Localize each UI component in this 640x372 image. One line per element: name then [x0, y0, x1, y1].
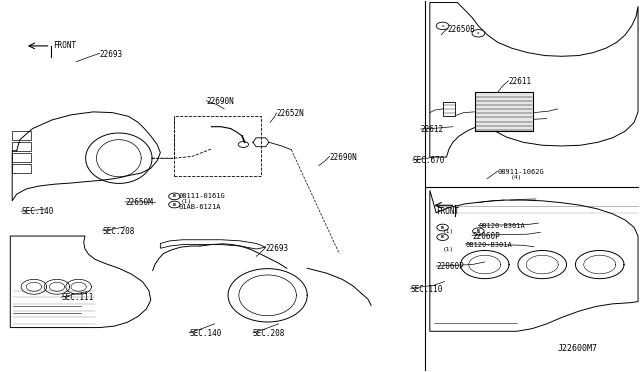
Text: FRONT: FRONT: [53, 41, 76, 51]
Bar: [174, 116, 260, 176]
Text: 08120-B301A: 08120-B301A: [478, 223, 525, 229]
Text: B: B: [441, 235, 444, 239]
Text: 22652N: 22652N: [276, 109, 305, 118]
Text: 08111-0161G: 08111-0161G: [178, 193, 225, 199]
Text: 22690N: 22690N: [206, 97, 234, 106]
Text: SEC.111: SEC.111: [61, 294, 93, 302]
Circle shape: [472, 30, 484, 37]
Circle shape: [437, 224, 449, 231]
Text: 08911-1062G: 08911-1062G: [497, 169, 544, 175]
Text: (1): (1): [443, 229, 454, 234]
Bar: [12, 131, 31, 140]
Text: SEC.208: SEC.208: [253, 329, 285, 338]
Text: SEC.208: SEC.208: [103, 227, 135, 236]
Bar: [12, 153, 31, 162]
Text: 22690N: 22690N: [330, 153, 357, 161]
Text: B: B: [477, 229, 480, 233]
Text: 08120-B301A: 08120-B301A: [466, 241, 513, 247]
Text: 22060P: 22060P: [436, 262, 464, 271]
Circle shape: [436, 22, 449, 30]
Text: 22612: 22612: [421, 125, 444, 134]
Bar: [12, 164, 31, 173]
Text: (1): (1): [180, 199, 192, 204]
Bar: [12, 142, 31, 151]
Text: (4): (4): [510, 175, 522, 180]
Text: 22650B: 22650B: [448, 25, 476, 34]
Text: J22600M7: J22600M7: [557, 344, 598, 353]
Circle shape: [437, 234, 449, 240]
Circle shape: [472, 228, 484, 235]
Text: 22611: 22611: [508, 77, 531, 86]
Text: B: B: [173, 195, 176, 198]
Circle shape: [169, 193, 180, 200]
Text: FRONT: FRONT: [436, 207, 460, 216]
Text: SEC.140: SEC.140: [189, 329, 221, 338]
Bar: [474, 92, 533, 131]
Text: 22650M: 22650M: [125, 198, 153, 207]
Text: 01AB-6121A: 01AB-6121A: [178, 204, 221, 210]
Circle shape: [169, 201, 180, 208]
Text: o: o: [477, 31, 479, 35]
Text: SEC.110: SEC.110: [411, 285, 443, 294]
Text: 22693: 22693: [100, 50, 123, 59]
Text: SEC.670: SEC.670: [413, 156, 445, 165]
Text: 22693: 22693: [266, 244, 289, 253]
Text: SEC.140: SEC.140: [21, 208, 54, 217]
Text: (1): (1): [443, 247, 454, 252]
Text: o: o: [442, 24, 444, 28]
Text: 22060P: 22060P: [472, 231, 500, 241]
Text: B: B: [173, 202, 176, 206]
Text: B: B: [441, 225, 444, 230]
